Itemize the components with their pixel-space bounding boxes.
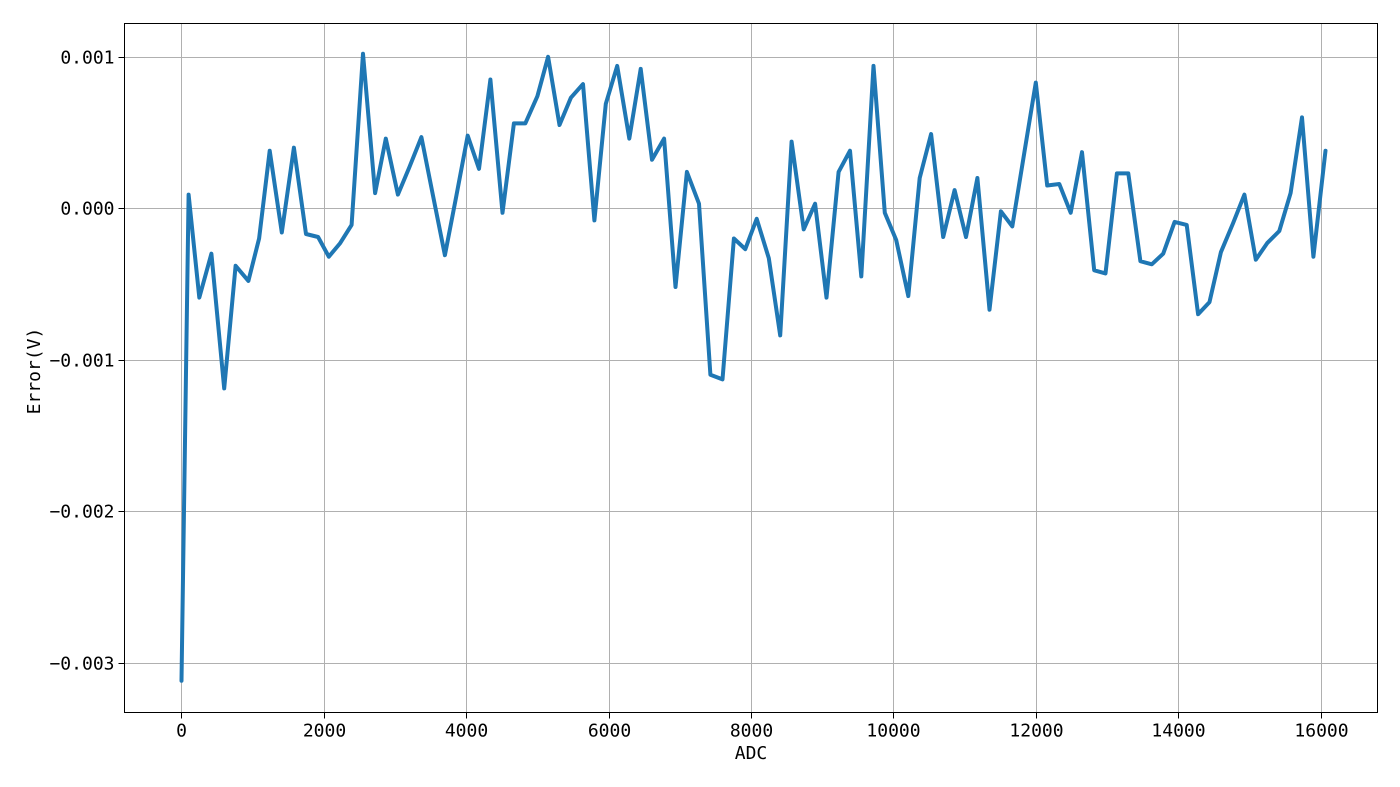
series-layer [179, 51, 1328, 683]
y-tick-label: 0.000 [60, 199, 114, 220]
x-tick-label: 12000 [1009, 721, 1063, 742]
y-tick-label: −0.001 [49, 351, 114, 372]
x-tick-label: 4000 [445, 721, 488, 742]
x-tick-label: 2000 [303, 721, 346, 742]
x-tick-label: 6000 [588, 721, 631, 742]
series-line-0 [179, 51, 1328, 683]
x-tick-label: 14000 [1151, 721, 1205, 742]
x-tick-label: 0 [176, 721, 187, 742]
x-tick-label: 8000 [730, 721, 773, 742]
y-tick-label: −0.003 [49, 654, 114, 675]
x-axis-label: ADC [735, 743, 768, 764]
x-tick-label: 16000 [1294, 721, 1348, 742]
x-tick-label: 10000 [866, 721, 920, 742]
tick-layer: 0 2000 4000 6000 8000 10000 12000 14000 16000 0.0… [49, 48, 1348, 742]
y-tick-label: −0.002 [49, 502, 114, 523]
y-axis-label: Error(V) [24, 328, 45, 415]
grid-layer [124, 23, 1378, 713]
y-tick-label: 0.001 [60, 48, 114, 69]
